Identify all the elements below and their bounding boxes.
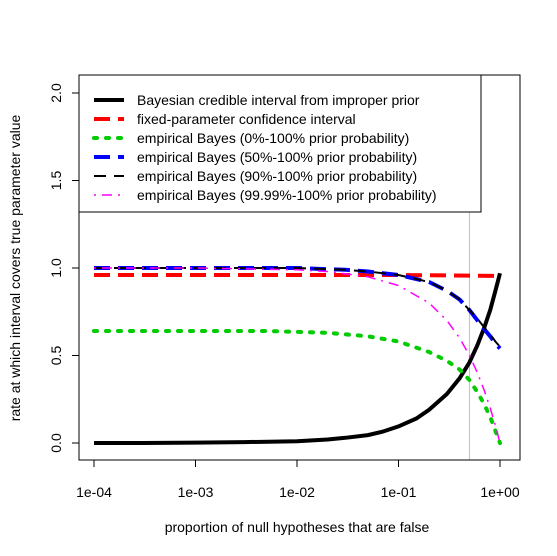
legend-label-4: empirical Bayes (90%-100% prior probabil… [137, 168, 417, 184]
x-tick-label: 1e-01 [381, 484, 417, 500]
legend-label-3: empirical Bayes (50%-100% prior probabil… [137, 149, 417, 165]
x-axis-label: proportion of null hypotheses that are f… [165, 519, 430, 535]
series-line-1 [94, 273, 501, 278]
y-tick-label: 1.0 [48, 258, 64, 278]
x-tick-label: 1e+00 [480, 484, 520, 500]
x-tick-label: 1e-03 [178, 484, 214, 500]
x-tick-label: 1e-04 [76, 484, 112, 500]
y-tick-label: 0.5 [48, 346, 64, 366]
y-tick-label: 0.0 [48, 433, 64, 453]
legend-label-5: empirical Bayes (99.99%-100% prior proba… [137, 187, 437, 203]
legend-box [78, 74, 482, 213]
y-tick-label: 1.5 [48, 171, 64, 191]
x-tick-label: 1e-02 [279, 484, 315, 500]
series-line-3 [94, 266, 502, 350]
legend: Bayesian credible interval from improper… [78, 74, 482, 213]
legend-label-1: fixed-parameter confidence interval [137, 111, 356, 127]
series-line-2 [92, 329, 502, 445]
y-axis-label: rate at which interval covers true param… [7, 114, 23, 421]
y-tick-label: 2.0 [48, 83, 64, 103]
legend-label-2: empirical Bayes (0%-100% prior probabili… [137, 130, 409, 146]
legend-label-0: Bayesian credible interval from improper… [137, 92, 420, 108]
x-axis: 1e-04 1e-03 1e-02 1e-01 1e+00 [76, 459, 520, 500]
series-layer [92, 266, 502, 445]
y-axis: 0.0 0.5 1.0 1.5 2.0 [48, 83, 80, 453]
series-line-4 [94, 267, 501, 348]
